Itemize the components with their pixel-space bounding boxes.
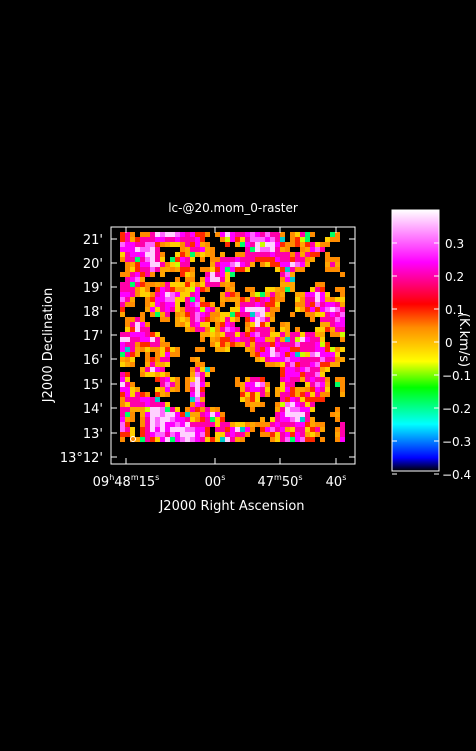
x-tick-label: 40s — [326, 473, 347, 490]
beam-marker — [130, 436, 136, 442]
colorbar-tick-label: 0.1 — [445, 303, 464, 317]
y-tick-label: 18' — [83, 305, 103, 320]
x-tick-label: 00s — [205, 473, 226, 490]
colorbar-tick-label: 0 — [445, 336, 453, 350]
x-tick-label: 09h48m15s — [93, 473, 160, 490]
y-tick-labels: 13°12' 13' 14' 15' 16' 17' 18' 19' 20' 2… — [60, 233, 103, 466]
colorbar-tick-label: −0.2 — [442, 402, 471, 416]
y-tick-label: 14' — [83, 402, 103, 417]
y-tick-label: 21' — [83, 233, 103, 248]
plot-frame — [110, 226, 356, 465]
colorbar-tick-label: −0.3 — [442, 435, 471, 449]
colorbar-ticks — [392, 242, 439, 475]
x-tick-labels: 09h48m15s 00s 47m50s 40s — [93, 473, 347, 490]
x-axis-label: J2000 Right Ascension — [158, 499, 304, 514]
colorbar — [391, 209, 440, 472]
x-tick-label: 47m50s — [257, 473, 302, 490]
y-tick-label: 17' — [83, 329, 103, 344]
colorbar-label: (K.km/s) — [456, 313, 471, 367]
y-axis-label: J2000 Declination — [41, 288, 56, 404]
colorbar-tick-label: 0.2 — [445, 270, 464, 284]
colorbar-tick-label: −0.1 — [442, 369, 471, 383]
y-tick-label: 19' — [83, 281, 103, 296]
raster-image — [120, 232, 345, 442]
y-tick-label: 15' — [83, 378, 103, 393]
colorbar-tick-labels: 0.3 0.2 0.1 0 −0.1 −0.2 −0.3 −0.4 — [442, 237, 471, 482]
y-tick-label: 13' — [83, 427, 103, 442]
plot-title: lc-@20.mom_0-raster — [168, 201, 298, 215]
x-axis-ticks — [125, 227, 337, 464]
y-tick-label: 20' — [83, 257, 103, 272]
y-tick-label: 13°12' — [60, 451, 103, 466]
colorbar-tick-label: −0.4 — [442, 468, 471, 482]
colorbar-tick-label: 0.3 — [445, 237, 464, 251]
y-tick-label: 16' — [83, 353, 103, 368]
y-axis-ticks — [111, 238, 355, 458]
